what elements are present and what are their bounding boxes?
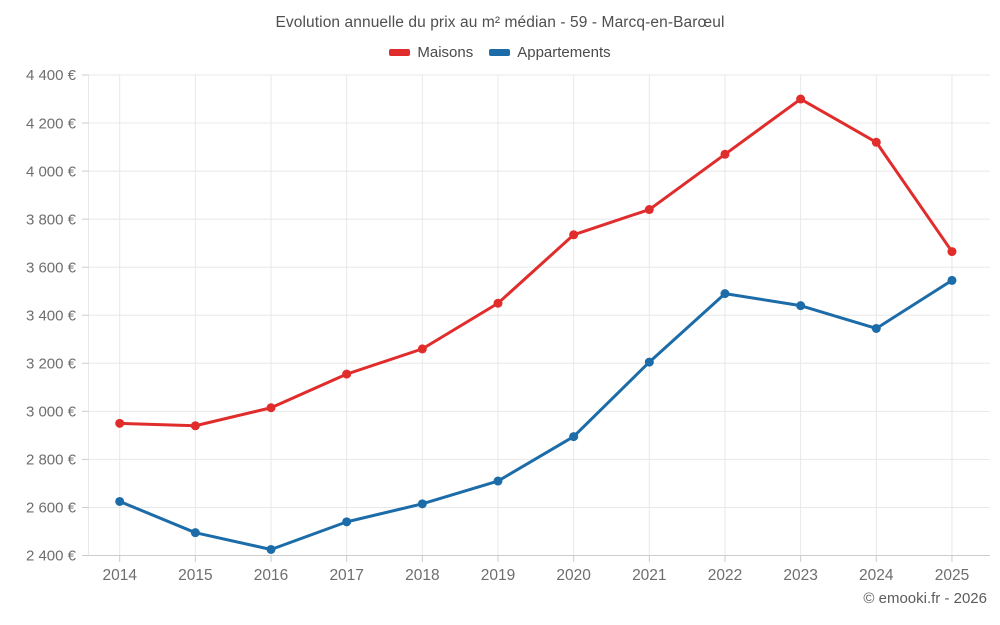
data-point-maisons-2018[interactable] [417,344,427,354]
data-point-appartements-2023[interactable] [796,301,806,311]
legend-item-maisons[interactable]: Maisons [389,44,473,61]
data-point-appartements-2018[interactable] [417,499,427,509]
x-axis-label: 2016 [254,567,288,584]
x-axis-label: 2022 [708,567,742,584]
x-axis-label: 2024 [859,567,894,584]
data-point-appartements-2016[interactable] [266,544,276,554]
data-point-maisons-2017[interactable] [342,369,352,379]
legend-label-maisons: Maisons [417,44,474,61]
x-axis-label: 2014 [102,567,137,584]
y-axis-label: 3 000 € [26,404,77,421]
data-point-maisons-2022[interactable] [720,149,730,159]
y-axis-label: 4 200 € [26,115,77,132]
data-point-maisons-2016[interactable] [266,403,276,413]
x-axis-label: 2025 [935,567,969,584]
y-axis-label: 2 800 € [26,452,77,469]
y-axis-label: 3 400 € [26,307,77,324]
data-point-appartements-2017[interactable] [342,517,352,527]
data-point-appartements-2014[interactable] [115,496,125,506]
y-axis-label: 4 000 € [26,163,77,180]
data-point-maisons-2015[interactable] [190,421,200,431]
legend-swatch-appartements [489,49,511,56]
y-axis-label: 3 200 € [26,356,77,373]
data-point-appartements-2024[interactable] [871,323,881,333]
data-point-appartements-2025[interactable] [947,275,957,285]
data-point-maisons-2024[interactable] [871,137,881,147]
y-axis-label: 3 600 € [26,259,77,276]
data-point-maisons-2023[interactable] [796,94,806,104]
x-axis-label: 2023 [783,567,817,584]
data-point-appartements-2015[interactable] [190,528,200,538]
series-line-maisons [118,97,954,428]
y-axis-label: 4 400 € [26,67,77,84]
credit-text: © emooki.fr - 2026 [863,590,987,607]
data-point-appartements-2022[interactable] [720,289,730,299]
data-point-appartements-2020[interactable] [569,432,579,442]
series-line-appartements [118,278,954,551]
data-point-maisons-2014[interactable] [115,418,125,428]
x-axis-label: 2017 [329,567,363,584]
data-point-maisons-2025[interactable] [947,247,957,257]
data-point-maisons-2019[interactable] [493,298,503,308]
x-axis-label: 2015 [178,567,212,584]
x-axis-label: 2018 [405,567,439,584]
y-axis-label: 2 400 € [26,548,77,565]
y-axis-label: 3 800 € [26,211,77,228]
y-axis-label: 2 600 € [26,500,77,517]
chart-title: Evolution annuelle du prix au m² médian … [275,14,725,31]
chart-legend: Maisons Appartements [0,44,1000,61]
x-axis-label: 2020 [556,567,591,584]
data-point-appartements-2021[interactable] [644,357,654,367]
legend-label-appartements: Appartements [517,44,611,61]
x-axis-label: 2021 [632,567,666,584]
data-point-maisons-2020[interactable] [569,230,579,240]
x-axis-label: 2019 [481,567,515,584]
legend-item-appartements[interactable]: Appartements [489,44,611,61]
data-point-maisons-2021[interactable] [644,205,654,215]
data-point-appartements-2019[interactable] [493,476,503,486]
legend-swatch-maisons [389,49,411,56]
